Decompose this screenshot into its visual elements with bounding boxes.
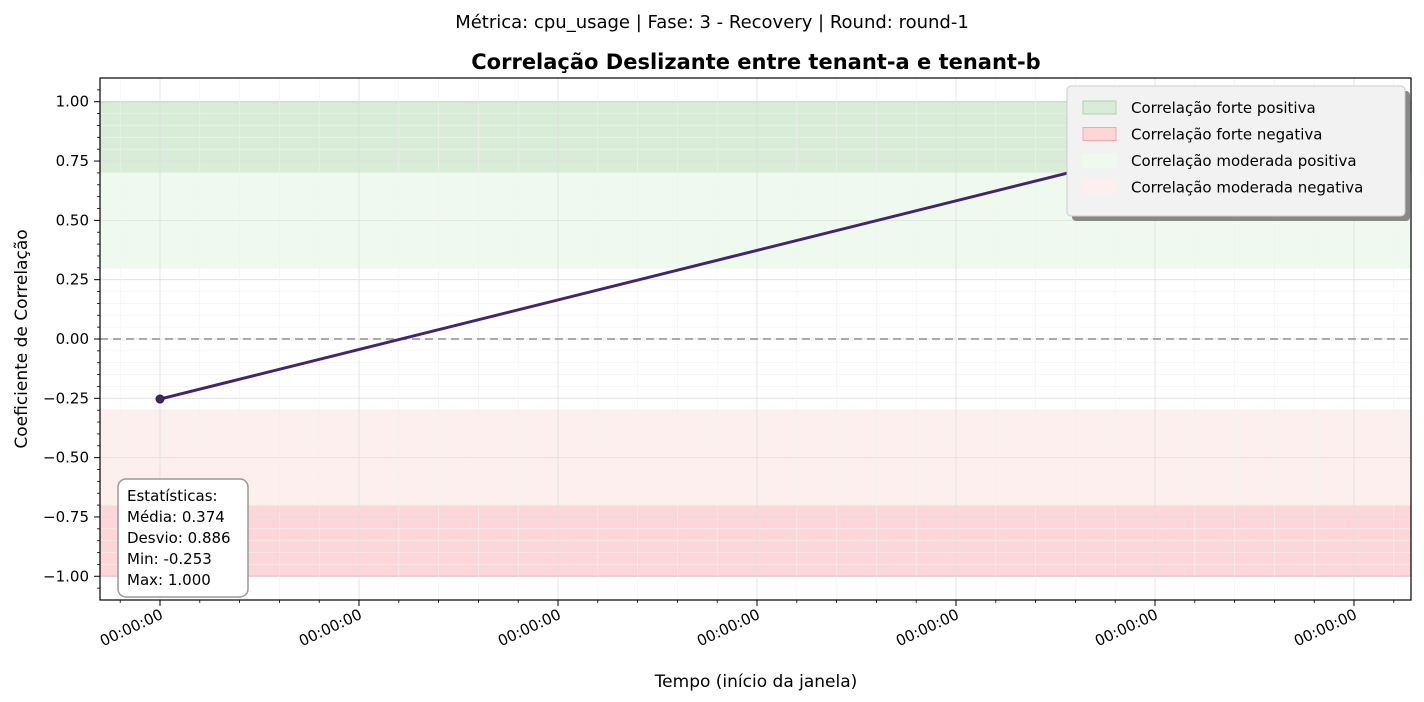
x-tick-label: 00:00:00	[495, 605, 564, 650]
legend-frame	[1066, 85, 1406, 217]
x-tick-label: 00:00:00	[97, 605, 166, 650]
x-axis-label: Tempo (início da janela)	[654, 672, 858, 692]
y-tick-label: −1.00	[43, 567, 89, 585]
legend-swatch-1	[1082, 127, 1117, 141]
y-axis: 1.00 0.75 0.50 0.25 0.00 −0.25 −0.50 −0.75 −1.00	[43, 89, 100, 589]
legend-label-0: Correlação forte positiva	[1131, 99, 1316, 117]
y-tick-label: 0.25	[56, 271, 89, 289]
y-tick-label: 0.75	[56, 152, 89, 170]
x-tick-label: 00:00:00	[1291, 605, 1360, 650]
stats-box-frame	[117, 478, 249, 598]
legend-swatch-0	[1082, 100, 1117, 115]
data-point-0	[155, 394, 165, 404]
chart-suptitle: Métrica: cpu_usage | Fase: 3 - Recovery …	[455, 12, 969, 33]
legend-label-2: Correlação moderada positiva	[1131, 152, 1357, 170]
legend-label-3: Correlação moderada negativa	[1131, 179, 1363, 197]
stats-title: Estatísticas:	[127, 487, 218, 505]
y-tick-label: 0.00	[56, 330, 89, 348]
x-tick-label: 00:00:00	[694, 605, 763, 650]
stats-max: Max: 1.000	[127, 571, 211, 589]
x-tick-label: 00:00:00	[296, 605, 365, 650]
x-tick-label: 00:00:00	[1092, 605, 1161, 650]
chart-title: Correlação Deslizante entre tenant-a e t…	[471, 50, 1040, 74]
stats-box: Estatísticas: Média: 0.374 Desvio: 0.886…	[117, 478, 249, 598]
legend: Correlação forte positiva Correlação fort…	[1066, 85, 1410, 221]
y-tick-label: −0.50	[43, 449, 89, 467]
y-tick-label: 1.00	[56, 93, 89, 111]
legend-swatch-3	[1082, 180, 1117, 194]
x-tick-label: 00:00:00	[893, 605, 962, 650]
y-tick-label: −0.25	[43, 389, 89, 407]
stats-min: Min: -0.253	[127, 550, 212, 568]
x-axis: 00:00:00 00:00:00 00:00:00 00:00:00 00:00:00…	[97, 600, 1395, 650]
y-tick-label: 0.50	[56, 211, 89, 229]
stats-mean: Média: 0.374	[127, 508, 225, 526]
y-axis-label: Coeficiente de Correlação	[12, 229, 32, 448]
stats-std: Desvio: 0.886	[127, 529, 231, 547]
legend-swatch-2	[1082, 153, 1117, 168]
legend-label-1: Correlação forte negativa	[1131, 126, 1322, 144]
y-tick-label: −0.75	[43, 508, 89, 526]
